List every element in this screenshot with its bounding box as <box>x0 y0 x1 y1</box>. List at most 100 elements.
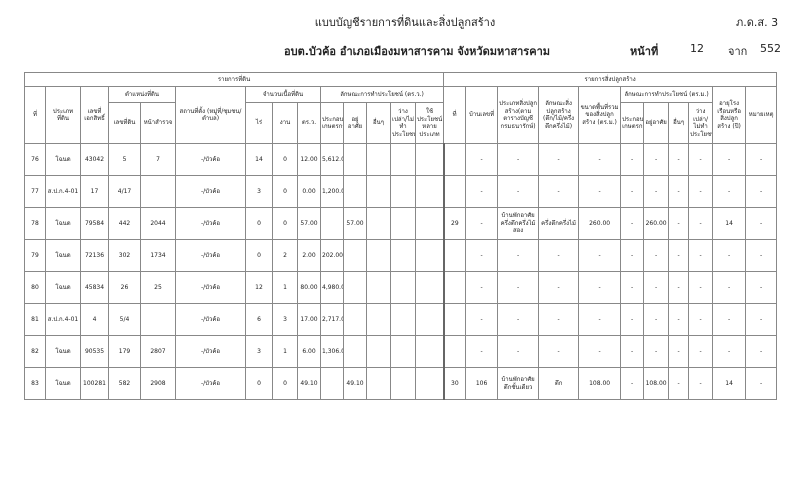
table-cell: -/บัวค้อ <box>175 303 246 336</box>
table-cell: 79 <box>24 239 46 272</box>
table-cell: - <box>668 303 690 336</box>
table-cell: 0 <box>272 143 298 176</box>
col-header: งาน <box>272 102 298 144</box>
table-cell: 179 <box>108 335 141 368</box>
table-cell: -/บัวค้อ <box>175 143 246 176</box>
table-cell: - <box>538 303 580 336</box>
table-cell: - <box>712 335 747 368</box>
table-cell: - <box>578 271 622 304</box>
table-cell: - <box>712 239 747 272</box>
table-cell: - <box>712 271 747 304</box>
table-cell <box>366 367 391 400</box>
table-cell: 6.00 <box>297 335 321 368</box>
col-header: ลักษณะการทำประโยชน์ (ตร.ม.) <box>620 86 714 103</box>
table-cell: - <box>668 367 690 400</box>
table-cell: 260.00 <box>578 207 622 240</box>
table-cell: 2044 <box>140 207 176 240</box>
table-cell: 582 <box>108 367 141 400</box>
table-cell <box>366 335 391 368</box>
table-cell: 26 <box>108 271 141 304</box>
table-cell: - <box>712 143 747 176</box>
table-cell: - <box>465 143 499 176</box>
table-cell: 108.00 <box>643 367 670 400</box>
table-cell <box>390 143 416 176</box>
table-cell: บ้านพักอาศัยตึกชั้นเดียว <box>497 367 540 400</box>
table-cell: 106 <box>465 367 499 400</box>
col-header: สถานที่ตั้ง (หมู่ที่/ชุมชน/ตำบล) <box>175 86 246 144</box>
table-cell: - <box>668 175 690 208</box>
table-cell: - <box>688 271 714 304</box>
table-cell: - <box>620 271 645 304</box>
table-cell: 108.00 <box>578 367 622 400</box>
table-cell: 1 <box>272 271 298 304</box>
table-cell: - <box>620 239 645 272</box>
table-cell: โฉนด <box>45 367 81 400</box>
table-cell: - <box>668 271 690 304</box>
table-cell: 3 <box>272 303 298 336</box>
table-cell: -/บัวค้อ <box>175 175 246 208</box>
table-cell: 3 <box>245 175 273 208</box>
table-cell: - <box>745 143 778 176</box>
table-cell <box>140 303 176 336</box>
table-cell: - <box>688 239 714 272</box>
table-cell: 79584 <box>80 207 109 240</box>
table-cell <box>414 143 445 176</box>
table-cell <box>414 367 445 400</box>
table-cell <box>390 367 416 400</box>
col-header: ที่ <box>443 86 467 144</box>
col-header: อยู่อาศัย <box>643 102 670 144</box>
table-cell <box>343 175 367 208</box>
table-cell: 202.00 <box>320 239 344 272</box>
table-cell: โฉนด <box>45 239 81 272</box>
form-code: ภ.ด.ส. 3 <box>736 16 779 29</box>
table-cell: 3 <box>245 335 273 368</box>
table-cell <box>414 239 445 272</box>
of-label: จาก <box>728 45 748 58</box>
table-cell <box>343 143 367 176</box>
table-cell: - <box>620 207 645 240</box>
table-cell: - <box>620 367 645 400</box>
col-header: ลักษณะการทำประโยชน์ (ตร.ว.) <box>319 86 445 103</box>
table-cell: - <box>465 239 499 272</box>
table-cell: 43042 <box>80 143 109 176</box>
table-cell <box>343 239 367 272</box>
table-cell: 4 <box>80 303 109 336</box>
table-cell: 2,717.00 <box>320 303 344 336</box>
table-cell: - <box>538 143 580 176</box>
table-cell <box>442 303 467 336</box>
table-cell: 0 <box>245 207 273 240</box>
table-cell <box>442 271 467 304</box>
table-cell <box>366 143 391 176</box>
page-label: หน้าที่ <box>630 45 659 58</box>
org: อบต.บัวค้อ อำเภอเมืองมหาสารคาม จังหวัดมห… <box>284 45 550 58</box>
table-cell <box>390 207 416 240</box>
table-cell: ส.ป.ก.4-01 <box>45 303 81 336</box>
table-cell: 83 <box>24 367 46 400</box>
total-pages: 552 <box>760 42 781 55</box>
table-cell: - <box>745 207 778 240</box>
table-cell <box>442 335 467 368</box>
group-header: รายการสิ่งปลูกสร้าง <box>443 72 778 87</box>
table-cell: 14 <box>245 143 273 176</box>
table-cell: 12 <box>245 271 273 304</box>
table-cell: - <box>497 271 540 304</box>
table-cell <box>414 303 445 336</box>
table-cell: - <box>578 239 622 272</box>
table-cell: 82 <box>24 335 46 368</box>
col-header: เลขที่เอกสิทธิ์ <box>80 86 109 144</box>
table-cell: - <box>688 303 714 336</box>
table-cell: 90535 <box>80 335 109 368</box>
table-cell <box>390 239 416 272</box>
col-header: จำนวนเนื้อที่ดิน <box>245 86 321 103</box>
register-table: รายการที่ดิน รายการสิ่งปลูกสร้าง ที่ ประ… <box>23 72 778 400</box>
table-cell <box>343 271 367 304</box>
table-cell: 0 <box>272 207 298 240</box>
table-cell: 1734 <box>140 239 176 272</box>
table-cell: - <box>668 335 690 368</box>
col-header: อื่นๆ <box>668 102 690 144</box>
table-cell: 1,200.00 <box>320 175 344 208</box>
table-row: 83 โฉนด 100281 582 2908 -/บัวค้อ 0 0 49.10 49.10 3… <box>24 367 778 400</box>
table-cell: 57.00 <box>343 207 367 240</box>
table-cell: 4/17 <box>108 175 141 208</box>
